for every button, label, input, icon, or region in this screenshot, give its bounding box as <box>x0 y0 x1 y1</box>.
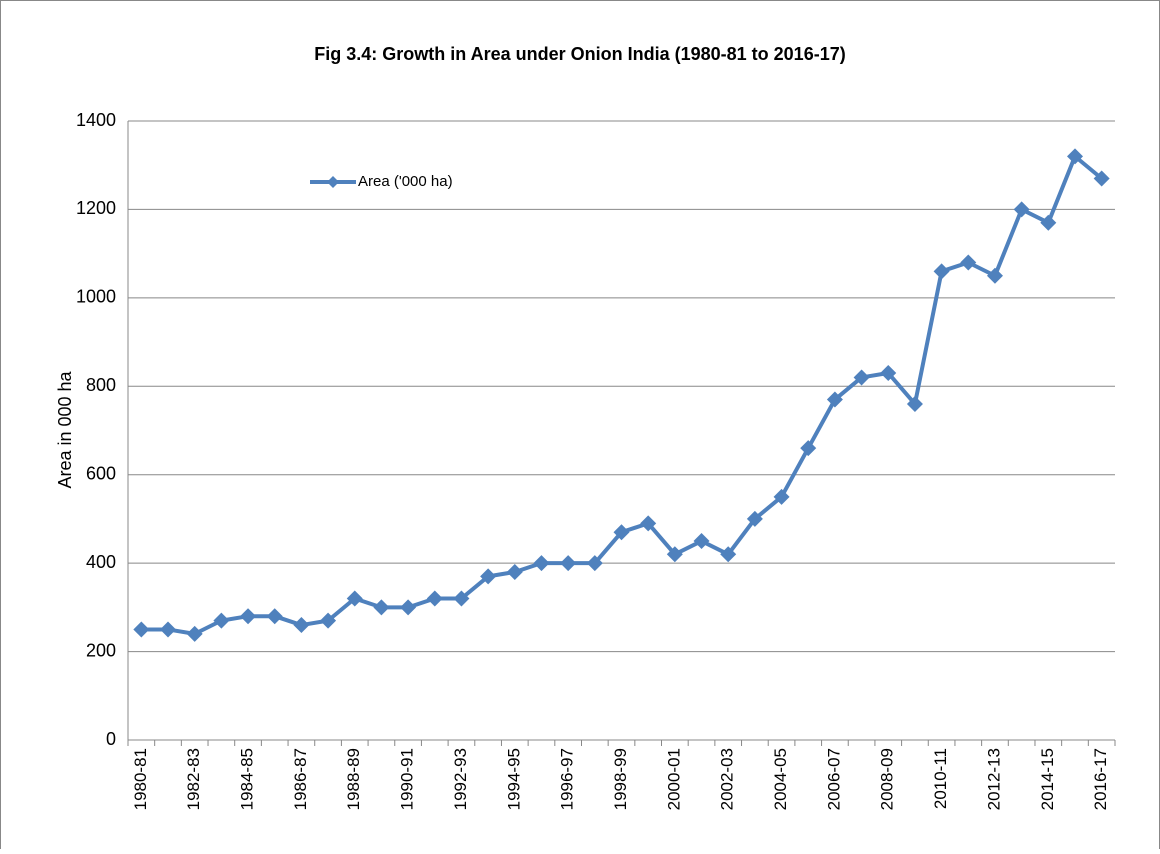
y-tick-label: 400 <box>86 552 116 572</box>
data-point <box>773 488 790 505</box>
data-point <box>266 608 283 625</box>
data-point <box>853 369 870 386</box>
data-point <box>533 555 550 572</box>
data-point <box>1040 214 1057 231</box>
x-tick-label: 1984-85 <box>238 748 257 810</box>
data-point <box>906 395 923 412</box>
x-tick-label: 2000-01 <box>664 748 683 810</box>
x-tick-label: 2014-15 <box>1038 748 1057 810</box>
data-point <box>826 391 843 408</box>
data-point <box>1093 170 1110 187</box>
data-point <box>480 568 497 585</box>
data-point <box>800 440 817 457</box>
data-point <box>1066 148 1083 165</box>
x-tick-label: 1986-87 <box>291 748 310 810</box>
data-point <box>666 546 683 563</box>
x-tick-label: 2016-17 <box>1091 748 1110 810</box>
y-tick-label: 0 <box>106 729 116 749</box>
x-tick-label: 1996-97 <box>558 748 577 810</box>
data-point <box>186 625 203 642</box>
x-tick-label: 2002-03 <box>718 748 737 810</box>
y-tick-label: 1400 <box>76 110 116 130</box>
data-point <box>720 546 737 563</box>
x-tick-label: 1992-93 <box>451 748 470 810</box>
y-axis-label: Area in 000 ha <box>55 370 75 488</box>
x-tick-label: 1994-95 <box>504 748 523 810</box>
legend-marker <box>327 176 339 188</box>
y-tick-label: 1000 <box>76 287 116 307</box>
data-point <box>1013 201 1030 218</box>
x-tick-label: 1990-91 <box>398 748 417 810</box>
data-point <box>693 533 710 550</box>
data-point <box>293 617 310 634</box>
data-point <box>133 621 150 638</box>
x-tick-label: 2006-07 <box>824 748 843 810</box>
data-point <box>933 263 950 280</box>
data-point <box>373 599 390 616</box>
data-point <box>880 365 897 382</box>
data-point <box>160 621 177 638</box>
x-tick-label: 1998-99 <box>611 748 630 810</box>
data-point <box>400 599 417 616</box>
data-point <box>453 590 470 607</box>
data-point <box>986 267 1003 284</box>
data-point <box>213 612 230 629</box>
x-tick-label: 2010-11 <box>931 748 950 809</box>
legend-label: Area ('000 ha) <box>358 173 453 190</box>
data-point <box>586 555 603 572</box>
y-tick-label: 800 <box>86 375 116 395</box>
x-tick-label: 2008-09 <box>878 748 897 810</box>
data-point <box>506 563 523 580</box>
data-point <box>746 510 763 527</box>
data-point <box>960 254 977 271</box>
x-tick-label: 2012-13 <box>984 748 1003 810</box>
data-point <box>426 590 443 607</box>
y-tick-label: 200 <box>86 640 116 660</box>
y-tick-label: 1200 <box>76 198 116 218</box>
data-point <box>560 555 577 572</box>
x-tick-label: 1988-89 <box>344 748 363 810</box>
data-point <box>320 612 337 629</box>
data-point <box>346 590 363 607</box>
x-tick-label: 2004-05 <box>771 748 790 810</box>
x-tick-label: 1980-81 <box>131 748 150 810</box>
data-point <box>240 608 257 625</box>
data-point <box>640 515 657 532</box>
y-tick-label: 600 <box>86 463 116 483</box>
x-tick-label: 1982-83 <box>184 748 203 810</box>
chart-title: Fig 3.4: Growth in Area under Onion Indi… <box>314 44 845 64</box>
data-point <box>613 524 630 541</box>
